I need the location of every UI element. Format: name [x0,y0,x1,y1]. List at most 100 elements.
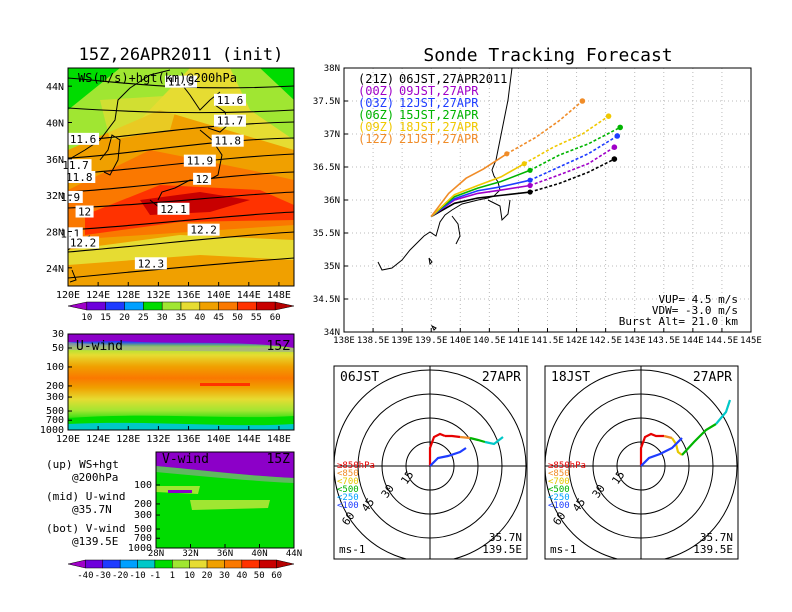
contour-label: 11.6 [217,94,244,107]
x-tick-label: 132E [146,290,170,301]
x-tick-label: 120E [56,434,80,445]
x-tick-label: 139.5E [415,336,448,346]
legend-time-utc: (03Z) [358,96,394,110]
hodo1-lon: 139.5E [482,543,522,556]
hodo2-lat: 35.7N [700,531,733,544]
y-tick-label: 38N [324,64,340,74]
contour-label: 1.9 [60,191,80,204]
v-wind-label: V-wind [162,452,209,467]
pressure-legend-item: <700 [337,477,359,487]
note-mid-b: @35.7N [72,503,112,516]
colorbar-label: 30 [157,313,168,323]
colorbar-cell [218,301,238,311]
y-tick-label: 24N [46,264,64,275]
contour-label: 12 [78,206,91,219]
map-field [68,68,294,286]
hodo1-date: 27APR [482,370,521,385]
x-tick-label: 145E [740,336,762,346]
map-x-ticks: 120E 124E 128E 132E 136E 140E 144E 148E [56,282,291,301]
colorbar-cell [237,301,257,311]
colorbar-cell [124,301,144,311]
hodograph-06 [334,366,527,559]
tracking-legend: (21Z) 06JST,27APR2011 (00Z) 09JST,27APR (03Z… [358,72,507,146]
x-tick-label: 141E [508,336,530,346]
panel-notes: (up) WS+hgt @200hPa (mid) U-wind @35.7N … [46,458,125,548]
contour-label: 11.8 [66,171,93,184]
ring-label: 30 [590,482,608,500]
tracking-param: VUP= 4.5 m/s [659,293,738,306]
contour-label-bg [57,190,83,203]
contour-label: 11.6 [70,133,97,146]
y-tick-label: 100 [134,480,152,491]
hodo1-time: 06JST [340,370,379,385]
hodograph-06-frame [333,365,528,560]
note-mid-a: (mid) U-wind [46,490,125,503]
colorbar-label: 30 [219,571,230,581]
colorbar-label: 50 [254,571,265,581]
colorbar-cell [67,559,86,569]
colorbar-cell [180,301,201,311]
x-tick-label: 128E [116,290,140,301]
hodo2-time: 18JST [551,370,590,385]
x-tick-label: 124E [86,434,110,445]
track-line [430,163,525,218]
colorbar-cell [85,559,104,569]
x-tick-label: 143E [624,336,646,346]
colorbar-cell [119,559,138,569]
pressure-legend-item: <500 [337,485,359,495]
ring-label: 45 [359,496,377,514]
colorbar-label: 10 [81,313,92,323]
contour-label: 11.7 [62,159,89,172]
x-tick-label: 140.5E [473,336,506,346]
track-line [430,191,531,218]
legend-time-utc: (06Z) [358,108,394,122]
tracking-title: Sonde Tracking Forecast [423,45,672,66]
hodograph-18 [545,366,738,559]
map-inner-label: WS(m/s)+hgt(km)@200hPa [78,71,237,85]
x-tick-label: 141.5E [531,336,564,346]
hodo1-legend: ≥850hPa<850<700<500<250<100 [337,461,375,511]
y-tick-label: 700 [134,533,152,544]
note-bot-b: @139.5E [72,535,118,548]
track-endpoint [617,124,623,131]
pressure-legend-item: <500 [548,485,570,495]
pressure-legend-item: ≥850hPa [548,461,586,471]
x-tick-label: 120E [56,290,80,301]
x-tick-label: 142E [566,336,588,346]
contour-label: 11.7 [217,115,244,128]
map-frame [67,67,295,287]
contour-label-bg [213,114,246,127]
ring-label: 45 [570,496,588,514]
x-tick-label: 140E [207,290,231,301]
contour-label-bg [213,93,246,106]
y-tick-label: 300 [46,392,64,403]
colorbar-cell [241,559,260,569]
colorbar-cell [206,559,225,569]
legend-time-utc: (12Z) [358,132,394,146]
tracking-series [430,98,623,218]
ring-label: 60 [339,510,357,528]
note-up-a: (up) WS+hgt [46,458,119,471]
y-tick-label: 36N [324,196,340,206]
y-tick-label: 700 [46,415,64,426]
u-wind-frame [67,333,295,431]
x-tick-label: 136E [176,434,200,445]
contour-label: 11.8 [214,135,241,148]
track-line-forecast [529,126,621,172]
u-wind-x-ticks: 120E 124E 128E 132E 136E 140E 144E 148E [56,426,291,445]
x-tick-label: 144E [682,336,704,346]
y-tick-label: 50 [52,343,64,354]
x-tick-label: 148E [267,290,291,301]
pressure-legend-item: <250 [337,493,359,503]
y-tick-label: 1000 [128,543,152,554]
v-wind-x-ticks: 28N 32N 36N 40N 44N [148,544,302,559]
colorbar-label: -10 [129,571,145,581]
y-tick-label: 300 [134,510,152,521]
colorbar-label: -20 [112,571,128,581]
legend-time-utc: (09Z) [358,120,394,134]
tracking-param: VDW= -3.0 m/s [652,304,738,317]
pressure-legend-item: <100 [548,501,570,511]
y-tick-label: 500 [46,406,64,417]
contour-label: 12 [195,173,208,186]
